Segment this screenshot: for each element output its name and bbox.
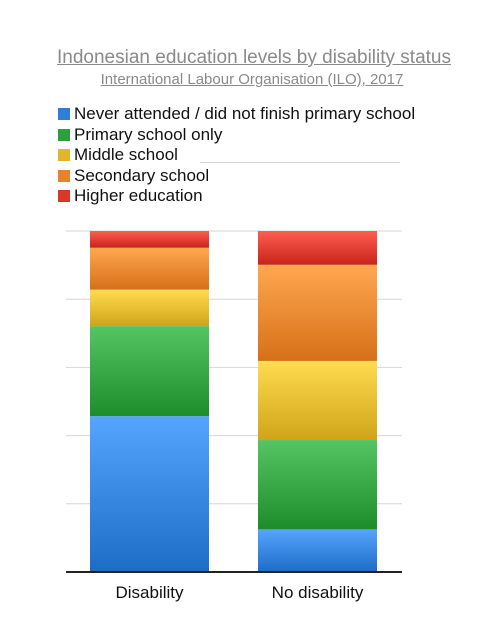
bar-segment	[90, 231, 209, 248]
bar-segment	[90, 416, 209, 572]
chart-subtitle: International Labour Organisation (ILO),…	[100, 71, 404, 88]
legend-item: Higher education	[58, 186, 415, 207]
legend-swatch	[58, 190, 70, 203]
legend-item: Primary school only	[58, 125, 415, 146]
legend: Never attended / did not finish primary …	[58, 104, 415, 207]
legend-divider	[200, 162, 400, 163]
bar-segment	[90, 326, 209, 417]
legend-swatch	[58, 128, 70, 141]
legend-swatch	[58, 108, 70, 121]
legend-item: Middle school	[58, 145, 415, 166]
title-block: Indonesian education levels by disabilit…	[0, 46, 504, 90]
legend-label: Middle school	[74, 145, 178, 165]
legend-swatch	[58, 169, 70, 182]
legend-item: Never attended / did not finish primary …	[58, 104, 415, 125]
bar-segment	[90, 247, 209, 290]
bar-segment	[258, 529, 377, 572]
legend-label: Higher education	[74, 186, 203, 206]
chart-title: Indonesian education levels by disabilit…	[57, 47, 451, 68]
bar-segment	[258, 360, 377, 441]
legend-item: Secondary school	[58, 166, 415, 187]
x-tick-label: No disability	[272, 583, 364, 602]
bar-segment	[258, 231, 377, 265]
legend-swatch	[58, 149, 70, 162]
bar-segment	[258, 440, 377, 530]
bar-segment	[258, 264, 377, 361]
bar-segment	[90, 289, 209, 327]
x-tick-label: Disability	[115, 583, 184, 602]
legend-label: Secondary school	[74, 165, 210, 185]
legend-label: Never attended / did not finish primary …	[74, 104, 416, 124]
legend-label: Primary school only	[74, 124, 223, 144]
